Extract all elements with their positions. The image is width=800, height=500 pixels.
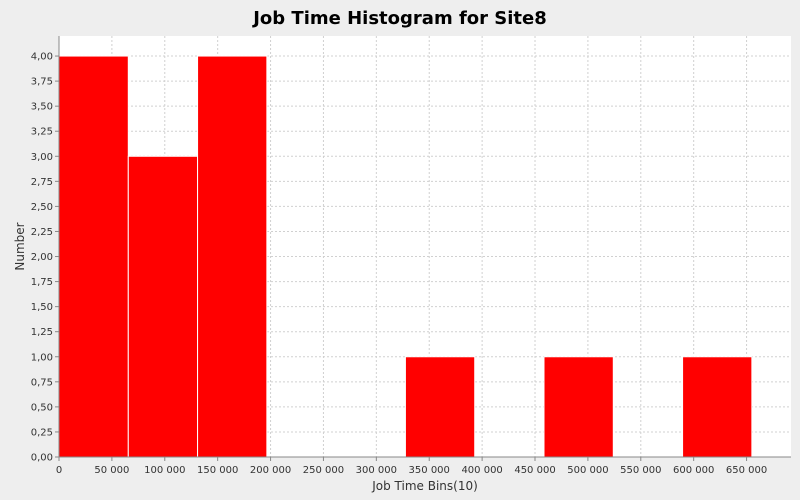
y-tick-label: 0,25 — [31, 427, 53, 438]
chart-title: Job Time Histogram for Site8 — [251, 8, 547, 29]
x-axis-label: Job Time Bins(10) — [371, 479, 478, 493]
histogram-bar — [127, 155, 199, 458]
x-tick-label: 150 000 — [197, 465, 238, 476]
x-tick-labels: 0 50 000 100 000 150 000 200 000 250 000 300 0… — [56, 465, 767, 476]
axes — [55, 36, 791, 461]
y-tick-label: 3,50 — [31, 102, 53, 113]
x-tick-label: 450 000 — [514, 465, 555, 476]
x-tick-label: 300 000 — [356, 465, 397, 476]
y-tick-label: 0,50 — [31, 402, 53, 413]
y-tick-label: 1,25 — [31, 327, 53, 338]
y-tick-label: 4,00 — [31, 52, 53, 63]
histogram-bar — [682, 356, 753, 458]
y-tick-label: 3,75 — [31, 77, 53, 88]
x-tick-label: 500 000 — [567, 465, 608, 476]
y-tick-label: 0,00 — [31, 453, 53, 464]
histogram-bar — [197, 55, 268, 458]
x-tick-label: 350 000 — [409, 465, 450, 476]
y-tick-label: 1,75 — [31, 277, 53, 288]
y-tick-label: 2,00 — [31, 252, 53, 263]
y-tick-label: 0,75 — [31, 377, 53, 388]
y-tick-label: 3,25 — [31, 127, 53, 138]
y-tick-label: 3,00 — [31, 152, 53, 163]
x-tick-label: 250 000 — [303, 465, 344, 476]
y-tick-label: 2,50 — [31, 202, 53, 213]
y-axis-label: Number — [13, 222, 27, 270]
x-tick-label: 0 — [56, 465, 62, 476]
y-tick-label: 2,75 — [31, 177, 53, 188]
y-tick-label: 1,50 — [31, 302, 53, 313]
histogram-bar — [404, 356, 476, 458]
histogram-bar — [58, 55, 129, 458]
bars — [58, 55, 753, 458]
x-tick-label: 50 000 — [94, 465, 129, 476]
x-tick-label: 600 000 — [673, 465, 714, 476]
y-tick-label: 2,25 — [31, 227, 53, 238]
x-tick-label: 100 000 — [144, 465, 185, 476]
x-tick-label: 550 000 — [620, 465, 661, 476]
x-tick-label: 650 000 — [726, 465, 767, 476]
histogram-bar — [543, 356, 614, 458]
x-tick-label: 200 000 — [250, 465, 291, 476]
y-tick-label: 1,00 — [31, 352, 53, 363]
x-tick-label: 400 000 — [461, 465, 502, 476]
y-tick-labels: 0,00 0,25 0,50 0,75 1,00 1,25 1,50 1,75 2,00 2,25… — [31, 52, 53, 464]
